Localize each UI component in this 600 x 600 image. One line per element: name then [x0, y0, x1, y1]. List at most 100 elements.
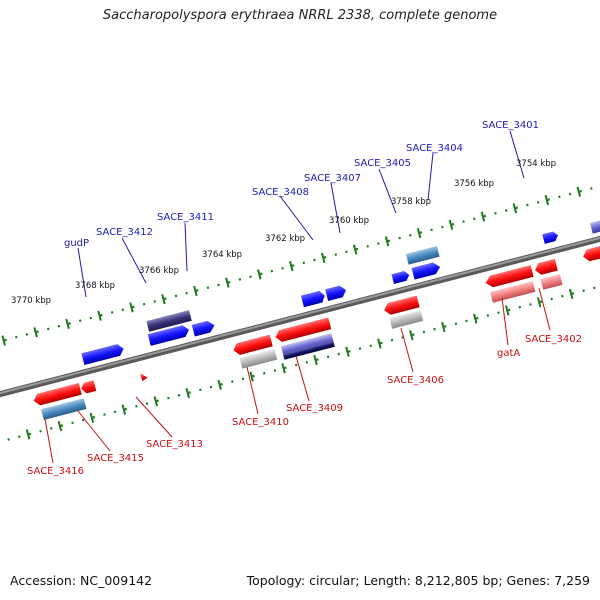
ruler-tick	[193, 285, 198, 296]
gene-sace-3402-arrow[interactable]	[534, 258, 558, 276]
ruler-tick	[129, 302, 134, 313]
ruler-tick	[33, 327, 38, 338]
ruler-tick	[153, 396, 158, 407]
map-title: Saccharopolyspora erythraea NRRL 2338, c…	[102, 8, 498, 23]
ruler-tick	[568, 288, 574, 300]
gene-label-gudp[interactable]: gudP	[64, 238, 89, 249]
ruler-tick	[320, 252, 326, 263]
ruler-tick	[65, 318, 70, 330]
ruler-tick	[121, 404, 127, 415]
gene-sace-3411-arrow[interactable]	[191, 319, 216, 337]
gene-gudp-arrow[interactable]	[81, 343, 125, 366]
gene-sace-3409-arrow[interactable]	[274, 317, 332, 343]
gene-sace-3406-arrow[interactable]	[383, 295, 420, 316]
gene-gata-bar	[490, 281, 536, 303]
ruler-tick	[409, 330, 414, 341]
ruler-tick	[512, 203, 518, 214]
gene-sace-3412-bar	[146, 310, 192, 332]
gene-label-sace-3404[interactable]: SACE_3404	[406, 143, 463, 154]
gene-label-sace-3409[interactable]: SACE_3409	[286, 403, 343, 414]
gene-sace-3407-arrow[interactable]	[325, 284, 347, 301]
gene-label-sace-3407[interactable]: SACE_3407	[304, 173, 361, 184]
gene-label-sace-3401[interactable]: SACE_3401	[482, 120, 539, 131]
bottom-gene-labels: SACE_3402 gatA SACE_3406 SACE_3409 SACE_…	[27, 334, 582, 477]
gene-label-sace-3412[interactable]: SACE_3412	[96, 227, 153, 238]
ruler-labels: 3754 kbp 3756 kbp 3758 kbp 3760 kbp 3762…	[11, 159, 556, 306]
ruler-label: 3766 kbp	[139, 266, 179, 276]
gene-label-sace-3405[interactable]: SACE_3405	[354, 158, 411, 169]
ruler-tick	[249, 371, 254, 382]
ruler-tick	[217, 379, 222, 390]
ruler-tick	[281, 363, 286, 374]
ruler-tick	[97, 310, 102, 321]
ruler-tick	[576, 186, 581, 197]
gene-label-sace-3415[interactable]: SACE_3415	[87, 453, 144, 464]
ruler-tick	[185, 387, 190, 399]
gene-sace-3409-bar-2	[282, 340, 335, 360]
top-gene-labels: SACE_3401 SACE_3404 SACE_3405 SACE_3407 …	[64, 120, 539, 249]
ruler-tick	[536, 297, 542, 308]
ruler-tick	[377, 338, 382, 349]
ruler-tick	[448, 219, 454, 230]
ruler-label: 3758 kbp	[391, 197, 431, 207]
ruler-tick	[352, 244, 358, 255]
ruler-label: 3760 kbp	[329, 216, 369, 226]
gene-edge-arrow-right[interactable]	[582, 237, 600, 262]
gene-sace-3416-arrow[interactable]	[32, 383, 82, 407]
ruler-tick	[161, 294, 166, 305]
gene-label-sace-3410[interactable]: SACE_3410	[232, 417, 289, 428]
ruler-label: 3764 kbp	[202, 250, 242, 260]
genome-backbone-highlight	[0, 223, 600, 406]
gene-label-sace-3411[interactable]: SACE_3411	[157, 212, 214, 223]
ruler-tick	[57, 421, 63, 432]
ruler-tick	[544, 194, 550, 206]
gene-sace-3405-arrow[interactable]	[391, 270, 410, 284]
ruler-tick	[345, 346, 350, 357]
gene-sace-3410-arrow[interactable]	[232, 334, 273, 356]
gene-sace-3415-arrow[interactable]	[80, 380, 97, 394]
gene-label-sace-3406[interactable]: SACE_3406	[387, 375, 444, 386]
gene-label-sace-3416[interactable]: SACE_3416	[27, 466, 84, 477]
gene-sace-3404-arrow[interactable]	[411, 261, 442, 280]
gene-sace-3413-arrow[interactable]	[140, 372, 148, 382]
ruler-tick	[313, 354, 318, 366]
gene-gata-arrow[interactable]	[484, 265, 534, 289]
ruler-tick	[504, 305, 510, 316]
lower-major-ticks	[25, 288, 574, 440]
gene-sace-3410-bar	[239, 348, 278, 369]
gene-edge-bar-1	[589, 212, 600, 234]
ruler-tick	[384, 236, 390, 247]
ruler-label: 3756 kbp	[454, 179, 494, 189]
gene-label-sace-3402[interactable]: SACE_3402	[525, 334, 582, 345]
ruler-tick	[416, 227, 422, 239]
ruler-tick	[89, 412, 95, 423]
label-connectors	[44, 130, 551, 464]
ruler-label: 3768 kbp	[75, 281, 115, 291]
ruler-tick	[473, 313, 478, 324]
gene-sace-3412-arrow[interactable]	[147, 324, 191, 346]
ruler-label: 3754 kbp	[516, 159, 556, 169]
gene-sace-3408-arrow[interactable]	[300, 290, 326, 308]
upper-major-ticks	[1, 186, 581, 346]
ruler-tick	[289, 261, 294, 272]
reverse-genes	[32, 237, 600, 420]
ruler-tick	[257, 269, 262, 280]
genome-info-text: Topology: circular; Length: 8,212,805 bp…	[246, 573, 590, 588]
gene-label-gata[interactable]: gatA	[497, 348, 520, 359]
ruler-tick	[441, 321, 446, 333]
accession-text: Accession: NC_009142	[10, 573, 153, 588]
gene-sace-3406-bar	[389, 310, 424, 329]
ruler-tick	[25, 429, 31, 440]
ruler-label: 3770 kbp	[11, 296, 51, 306]
ruler-tick	[1, 335, 6, 346]
gene-sace-3401-arrow[interactable]	[542, 230, 559, 244]
gene-label-sace-3413[interactable]: SACE_3413	[146, 439, 203, 450]
gene-sace-3409-bar	[280, 333, 335, 357]
gene-sace-3404-bar	[405, 246, 440, 265]
gene-label-sace-3408[interactable]: SACE_3408	[252, 187, 309, 198]
ruler-tick	[480, 211, 486, 222]
ruler-label: 3762 kbp	[265, 234, 305, 244]
ruler-tick	[225, 277, 230, 288]
forward-genes	[81, 212, 600, 366]
